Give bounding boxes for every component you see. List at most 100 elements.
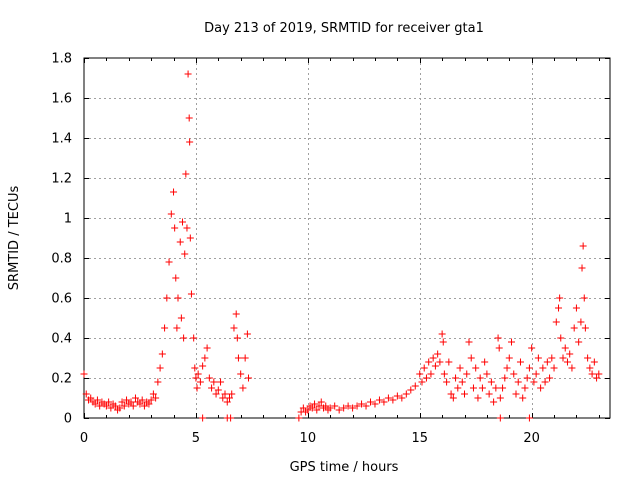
plot-frame: [83, 57, 611, 419]
data-point: [91, 400, 99, 408]
y-tick-label: 0.4: [51, 332, 72, 347]
data-point: [431, 362, 439, 370]
data-point: [127, 398, 135, 406]
data-point: [107, 404, 115, 412]
data-point: [322, 402, 330, 410]
data-point: [575, 338, 583, 346]
data-point: [461, 390, 469, 398]
y-tick-labels: 0 0.2 0.4 0.6 0.8 1 1.2 1.4 1.6 1.8: [51, 52, 72, 427]
data-point: [503, 364, 511, 372]
data-point: [588, 370, 596, 378]
y-tick-label: 0.2: [51, 372, 72, 387]
data-point: [425, 358, 433, 366]
data-point: [111, 402, 119, 410]
data-point: [161, 324, 169, 332]
data-point: [163, 294, 171, 302]
data-point: [552, 318, 560, 326]
data-point: [508, 338, 516, 346]
data-point: [393, 392, 401, 400]
data-point: [185, 114, 193, 122]
data-point: [295, 414, 303, 422]
grid-layer: [84, 58, 610, 418]
data-point: [228, 390, 236, 398]
data-point: [467, 354, 475, 362]
data-point: [120, 402, 128, 410]
data-point: [227, 414, 235, 422]
data-point: [203, 344, 211, 352]
data-point: [138, 396, 146, 404]
data-point: [326, 404, 334, 412]
data-point: [449, 394, 457, 402]
data-point: [178, 218, 186, 226]
data-point: [495, 344, 503, 352]
data-point: [375, 396, 383, 404]
data-point: [492, 384, 500, 392]
data-point: [519, 394, 527, 402]
data-point: [102, 402, 110, 410]
data-point: [579, 242, 587, 250]
x-tick-label: 0: [80, 431, 88, 446]
data-point: [593, 374, 601, 382]
data-point: [208, 384, 216, 392]
data-point: [237, 370, 245, 378]
data-point: [499, 384, 507, 392]
data-point: [546, 374, 554, 382]
data-point: [384, 394, 392, 402]
y-tick-label: 0: [64, 412, 72, 427]
data-point: [561, 344, 569, 352]
data-point: [171, 224, 179, 232]
data-point: [556, 294, 564, 302]
data-point: [232, 310, 240, 318]
data-point: [411, 382, 419, 390]
data-point: [194, 370, 202, 378]
data-point: [521, 384, 529, 392]
data-point: [210, 378, 218, 386]
data-point: [241, 354, 249, 362]
data-point: [313, 406, 321, 414]
data-point: [577, 318, 585, 326]
data-point: [304, 406, 312, 414]
data-point: [181, 250, 189, 258]
data-point: [557, 334, 565, 342]
data-point: [184, 70, 192, 78]
data-point: [177, 314, 185, 322]
data-point: [180, 334, 188, 342]
data-point: [416, 370, 424, 378]
data-point: [129, 402, 137, 410]
data-point: [96, 402, 104, 410]
data-point: [234, 354, 242, 362]
data-point: [550, 364, 558, 372]
data-point: [530, 378, 538, 386]
data-point: [458, 378, 466, 386]
y-tick-label: 0.8: [51, 252, 72, 267]
data-point: [191, 364, 199, 372]
data-point: [510, 370, 518, 378]
data-point: [427, 370, 435, 378]
x-tick-label: 10: [300, 431, 317, 446]
data-point: [483, 370, 491, 378]
data-point: [353, 402, 361, 410]
y-axis-label: SRMTID / TECUs: [7, 186, 22, 291]
data-point: [196, 378, 204, 386]
data-points: [80, 70, 603, 422]
data-point: [422, 374, 430, 382]
data-point: [481, 358, 489, 366]
data-point: [581, 324, 589, 332]
data-point: [595, 370, 603, 378]
data-point: [578, 264, 586, 272]
data-point: [182, 170, 190, 178]
data-point: [149, 390, 157, 398]
data-point: [311, 400, 319, 408]
data-point: [434, 350, 442, 358]
data-point: [555, 304, 563, 312]
data-point: [474, 394, 482, 402]
data-point: [447, 390, 455, 398]
data-point: [344, 402, 352, 410]
y-tick-label: 1: [64, 212, 72, 227]
data-point: [349, 404, 357, 412]
x-tick-label: 15: [411, 431, 428, 446]
data-point: [398, 394, 406, 402]
data-point: [331, 402, 339, 410]
x-axis-label: GPS time / hours: [290, 460, 399, 475]
